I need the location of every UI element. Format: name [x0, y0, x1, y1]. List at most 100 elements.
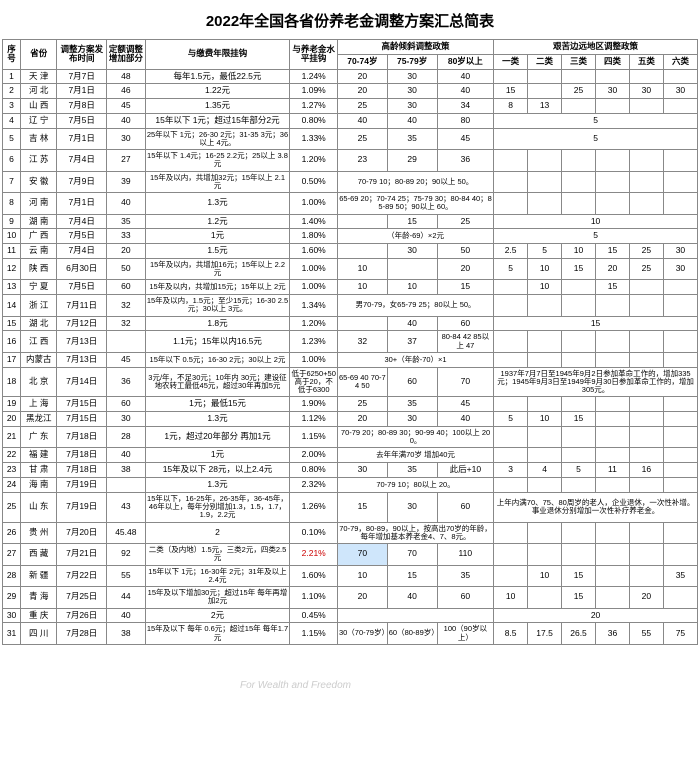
cell-r4: 36 [595, 623, 629, 645]
table-row: 6江 苏7月4日2715年以下 1.4元；16-25 2.2元；25以上 3.8… [3, 150, 698, 172]
cell-level: 1.33% [290, 128, 338, 150]
cell-age3: 40 [437, 412, 494, 427]
cell-prov: 青 海 [21, 587, 57, 609]
cell-level: 1.00% [290, 280, 338, 295]
cell-fixed: 60 [107, 397, 145, 412]
cell-r4 [595, 478, 629, 493]
cell-fixed: 46 [107, 84, 145, 99]
cell-level: 1.10% [290, 587, 338, 609]
cell-r2: 17.5 [528, 623, 562, 645]
cell-date: 7月19日 [57, 492, 107, 522]
cell-r2 [528, 150, 562, 172]
cell-date: 7月8日 [57, 99, 107, 114]
cell-age3: 25 [437, 214, 494, 229]
cell-date: 7月1日 [57, 84, 107, 99]
table-row: 25山 东7月19日4315年以下，16-25年，26-35年，36-45年，4… [3, 492, 698, 522]
cell-fixed: 20 [107, 244, 145, 259]
cell-remote-merged: 5 [494, 229, 698, 244]
cell-r3: 10 [562, 244, 596, 259]
table-row: 8河 南7月1日401.3元1.00%65-69 20；70-74 25；75-… [3, 193, 698, 215]
cell-seq: 15 [3, 316, 21, 331]
cell-date: 7月4日 [57, 214, 107, 229]
cell-prov: 山 西 [21, 99, 57, 114]
cell-date: 7月21日 [57, 544, 107, 566]
cell-date: 7月13日 [57, 352, 107, 367]
cell-r4 [595, 426, 629, 448]
cell-age2: 15 [387, 565, 437, 587]
cell-pay: 1元，超过20年部分 再加1元 [145, 426, 290, 448]
cell-seq: 28 [3, 565, 21, 587]
cell-age-merged: 70-79 10；80以上 20。 [337, 478, 493, 493]
cell-r6 [663, 150, 697, 172]
hdr-r1: 一类 [494, 54, 528, 69]
cell-r2 [528, 352, 562, 367]
cell-seq: 13 [3, 280, 21, 295]
cell-r1 [494, 171, 528, 193]
cell-r1 [494, 193, 528, 215]
cell-level: 1.20% [290, 316, 338, 331]
cell-r2 [528, 171, 562, 193]
cell-seq: 8 [3, 193, 21, 215]
cell-date: 7月19日 [57, 478, 107, 493]
cell-seq: 5 [3, 128, 21, 150]
cell-age1: 30 [337, 463, 387, 478]
cell-fixed: 45 [107, 352, 145, 367]
table-row: 10广 西7月5日331元1.80%（年龄-69）×2元5 [3, 229, 698, 244]
cell-seq: 6 [3, 150, 21, 172]
page-title: 2022年全国各省份养老金调整方案汇总简表 [0, 0, 700, 39]
cell-age-merged: 男70-79，女65-79 25；80以上 50。 [337, 295, 493, 317]
cell-age2 [387, 258, 437, 280]
cell-fixed: 44 [107, 587, 145, 609]
cell-fixed: 50 [107, 258, 145, 280]
cell-age2: 30 [387, 99, 437, 114]
cell-age-merged: 去年年满70岁 增加40元 [337, 448, 493, 463]
hdr-prov: 省份 [21, 40, 57, 70]
cell-age2: 35 [387, 397, 437, 412]
cell-r3 [562, 397, 596, 412]
cell-r5 [629, 565, 663, 587]
cell-r4 [595, 448, 629, 463]
cell-date: 7月18日 [57, 448, 107, 463]
cell-pay: 2元 [145, 608, 290, 623]
cell-r6 [663, 587, 697, 609]
cell-r4 [595, 544, 629, 566]
cell-age2: 15 [387, 214, 437, 229]
cell-level: 0.10% [290, 522, 338, 544]
cell-pay: 1.22元 [145, 84, 290, 99]
cell-r4: 20 [595, 258, 629, 280]
cell-r1 [494, 150, 528, 172]
cell-pay: 25年以下 1元；26-30 2元；31-35 3元；36以上 4元。 [145, 128, 290, 150]
cell-seq: 25 [3, 492, 21, 522]
table-row: 23甘 肃7月18日3815年及以下 28元，以上2.4元0.80%3035此后… [3, 463, 698, 478]
cell-pay: 二类（及内地）1.5元，三类2元，四类2.5元 [145, 544, 290, 566]
cell-fixed: 40 [107, 113, 145, 128]
cell-r1 [494, 544, 528, 566]
cell-fixed: 55 [107, 565, 145, 587]
hdr-r2: 二类 [528, 54, 562, 69]
cell-pay: 15年及以内，共增加15元；15年以上 2元 [145, 280, 290, 295]
table-row: 18北 京7月14日363元/年，不足30元；10年内 30元；建设征地农转工最… [3, 367, 698, 397]
cell-r4 [595, 522, 629, 544]
cell-seq: 16 [3, 331, 21, 353]
watermark: For Wealth and Freedom [240, 680, 351, 691]
cell-fixed: 92 [107, 544, 145, 566]
cell-r6 [663, 397, 697, 412]
cell-prov: 广 东 [21, 426, 57, 448]
cell-seq: 2 [3, 84, 21, 99]
cell-prov: 北 京 [21, 367, 57, 397]
cell-age1: 20 [337, 412, 387, 427]
cell-r1: 3 [494, 463, 528, 478]
cell-date: 7月15日 [57, 412, 107, 427]
cell-fixed [107, 331, 145, 353]
cell-remote-merged: 1937年7月7日至1945年9月2日参加革命工作的，增加335元；1945年9… [494, 367, 698, 397]
table-row: 19上 海7月15日601元；最低15元1.90%253545 [3, 397, 698, 412]
cell-age1: 10 [337, 565, 387, 587]
cell-r5: 30 [629, 84, 663, 99]
cell-r6 [663, 99, 697, 114]
cell-age3: 70 [437, 367, 494, 397]
cell-r6 [663, 412, 697, 427]
cell-r3 [562, 331, 596, 353]
cell-age3: 此后+10 [437, 463, 494, 478]
cell-date: 7月18日 [57, 426, 107, 448]
cell-pay: 1.2元 [145, 214, 290, 229]
